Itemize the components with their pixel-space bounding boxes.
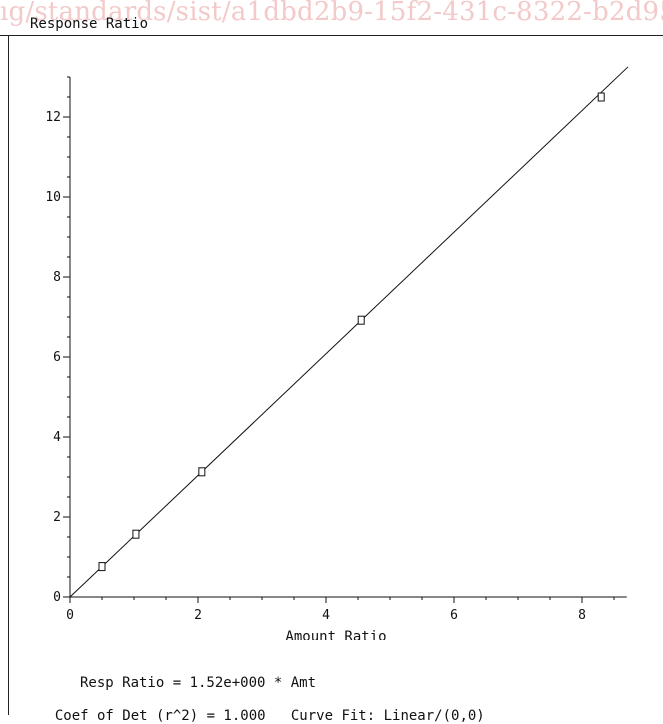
y-axis-title: Response Ratio	[30, 16, 149, 32]
y-tick-label: 4	[53, 430, 61, 445]
x-tick-label: 4	[322, 608, 330, 623]
frame-top	[0, 35, 663, 36]
fit-line	[69, 66, 629, 598]
x-tick-label: 0	[66, 608, 74, 623]
scatter-plot: 0 2 4 6 8 0 2 4 6 8 10 12 Amount Ratio	[45, 66, 629, 640]
y-tick-label: 10	[45, 190, 61, 205]
y-tick-label: 2	[53, 510, 61, 525]
x-axis-title: Amount Ratio	[285, 629, 386, 640]
fit-equation: Resp Ratio = 1.52e+000 * Amt	[80, 675, 317, 691]
data-point	[198, 467, 206, 477]
x-tick-label: 2	[194, 608, 202, 623]
y-tick-label: 8	[53, 270, 61, 285]
data-point	[132, 529, 140, 539]
curve-fit-type: Curve Fit: Linear/(0,0)	[290, 708, 485, 724]
frame-left	[8, 35, 9, 715]
fit-stats-row: Coef of Det (r^2) = 1.000 Curve Fit: Lin…	[0, 692, 663, 724]
footer-gap	[266, 708, 291, 724]
data-point	[357, 315, 365, 325]
coef-of-determination: Coef of Det (r^2) = 1.000	[54, 708, 266, 724]
y-tick-label: 0	[53, 590, 61, 605]
data-point	[597, 92, 605, 102]
x-tick-label: 6	[450, 608, 458, 623]
watermark-text: ıg/standards/sist/a1dbd2b9-15f2-431c-832…	[0, 0, 663, 27]
data-point	[98, 562, 106, 572]
y-tick-label: 12	[45, 110, 61, 125]
x-tick-label: 8	[578, 608, 586, 623]
y-tick-label: 6	[53, 350, 61, 365]
